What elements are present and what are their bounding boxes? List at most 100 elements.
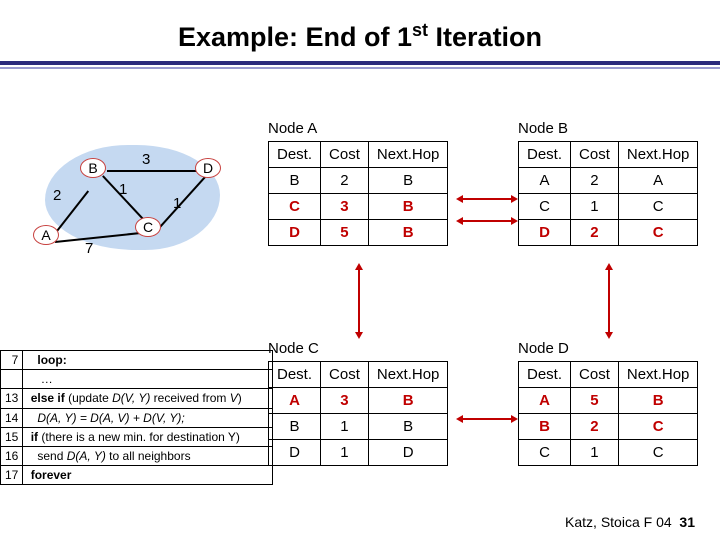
col-header: Dest.	[519, 362, 571, 388]
table-row: B2B	[269, 168, 448, 194]
node-b: B	[80, 158, 106, 178]
cell: D	[269, 440, 321, 466]
weight-bd: 3	[142, 151, 150, 168]
page-number: 31	[679, 514, 695, 530]
line-text: else if (update D(V, Y) received from V)	[23, 389, 273, 408]
cell: B	[618, 388, 698, 414]
table-row: D2C	[519, 220, 698, 246]
arrow-a-b	[463, 198, 511, 200]
line-number	[1, 370, 23, 389]
line-text: loop:	[23, 351, 273, 370]
weight-ab: 2	[53, 187, 61, 204]
pseudocode: 7 loop: …13 else if (update D(V, Y) rece…	[0, 350, 273, 485]
table-row: A3B	[269, 388, 448, 414]
cell: D	[519, 220, 571, 246]
table-d-label: Node D	[518, 340, 698, 357]
cell: 1	[321, 414, 369, 440]
cell: 1	[321, 440, 369, 466]
divider-dark	[0, 61, 720, 65]
table-row: A5B	[519, 388, 698, 414]
cell: 2	[321, 168, 369, 194]
table-row: B1B	[269, 414, 448, 440]
cell: B	[269, 168, 321, 194]
line-number: 15	[1, 427, 23, 446]
col-header: Cost	[321, 362, 369, 388]
cell: C	[618, 220, 698, 246]
table-d: Dest.CostNext.HopA5BB2CC1C	[518, 361, 698, 466]
node-a: A	[33, 225, 59, 245]
table-c-label: Node C	[268, 340, 448, 357]
title-sup: st	[412, 20, 428, 40]
table-a-label: Node A	[268, 120, 448, 137]
cell: D	[269, 220, 321, 246]
weight-cd: 1	[173, 195, 181, 212]
line-text: send D(A, Y) to all neighbors	[23, 446, 273, 465]
table-b-block: Node B Dest.CostNext.HopA2AC1CD2C	[518, 120, 698, 246]
line-number: 13	[1, 389, 23, 408]
arrow-a-b-2	[463, 220, 511, 222]
node-c: C	[135, 217, 161, 237]
col-header: Next.Hop	[618, 142, 698, 168]
cell: A	[269, 388, 321, 414]
line-text: forever	[23, 466, 273, 485]
cell: 3	[321, 388, 369, 414]
table-row: D1D	[269, 440, 448, 466]
code-line: …	[1, 370, 273, 389]
cell: 3	[321, 194, 369, 220]
cell: B	[368, 220, 448, 246]
cell: B	[269, 414, 321, 440]
col-header: Dest.	[269, 362, 321, 388]
cell: B	[368, 414, 448, 440]
cell: B	[519, 414, 571, 440]
code-line: 15 if (there is a new min. for destinati…	[1, 427, 273, 446]
arrow-a-c	[358, 270, 360, 332]
col-header: Dest.	[519, 142, 571, 168]
cell: D	[368, 440, 448, 466]
cell: C	[618, 414, 698, 440]
table-a-block: Node A Dest.CostNext.HopB2BC3BD5B	[268, 120, 448, 246]
table-c-block: Node C Dest.CostNext.HopA3BB1BD1D	[268, 340, 448, 466]
arrow-c-d	[463, 418, 511, 420]
cell: C	[519, 194, 571, 220]
cell: C	[618, 440, 698, 466]
col-header: Next.Hop	[368, 142, 448, 168]
table-d-block: Node D Dest.CostNext.HopA5BB2CC1C	[518, 340, 698, 466]
line-number: 14	[1, 408, 23, 427]
cell: B	[368, 194, 448, 220]
line-number: 16	[1, 446, 23, 465]
code-line: 14 D(A, Y) = D(A, V) + D(V, Y);	[1, 408, 273, 427]
cell: C	[269, 194, 321, 220]
table-b-label: Node B	[518, 120, 698, 137]
line-text: …	[23, 370, 273, 389]
weight-bc: 1	[119, 181, 127, 198]
code-line: 13 else if (update D(V, Y) received from…	[1, 389, 273, 408]
cell: 5	[571, 388, 619, 414]
title-post: Iteration	[428, 22, 542, 52]
table-a: Dest.CostNext.HopB2BC3BD5B	[268, 141, 448, 246]
cell: B	[368, 388, 448, 414]
line-text: if (there is a new min. for destination …	[23, 427, 273, 446]
title-pre: Example: End of 1	[178, 22, 412, 52]
table-c: Dest.CostNext.HopA3BB1BD1D	[268, 361, 448, 466]
footer: Katz, Stoica F 04 31	[565, 514, 695, 530]
col-header: Next.Hop	[618, 362, 698, 388]
line-text: D(A, Y) = D(A, V) + D(V, Y);	[23, 408, 273, 427]
line-number: 7	[1, 351, 23, 370]
table-row: C1C	[519, 194, 698, 220]
code-table: 7 loop: …13 else if (update D(V, Y) rece…	[0, 350, 273, 485]
cell: 1	[571, 194, 619, 220]
col-header: Cost	[571, 142, 619, 168]
cell: A	[519, 168, 571, 194]
arrow-b-d	[608, 270, 610, 332]
cell: 1	[571, 440, 619, 466]
col-header: Cost	[571, 362, 619, 388]
table-row: C3B	[269, 194, 448, 220]
cell: 5	[321, 220, 369, 246]
table-row: C1C	[519, 440, 698, 466]
cell: C	[519, 440, 571, 466]
col-header: Cost	[321, 142, 369, 168]
edge-bd	[107, 170, 199, 172]
table-row: D5B	[269, 220, 448, 246]
divider-light	[0, 67, 720, 69]
network-graph: A B C D 2 3 1 1 7	[25, 145, 225, 265]
